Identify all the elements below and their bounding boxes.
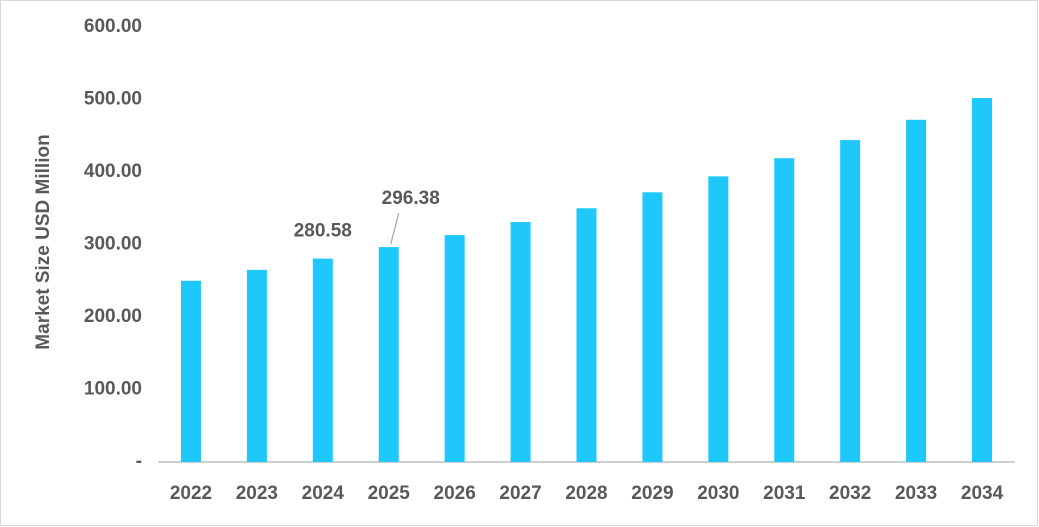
bar — [774, 158, 795, 462]
leader-line — [390, 212, 400, 245]
bar — [576, 208, 597, 462]
x-tick-label: 2034 — [961, 483, 1004, 504]
bar — [246, 269, 267, 462]
bar — [180, 280, 201, 462]
x-tick-label: 2032 — [829, 483, 871, 504]
bar — [444, 235, 465, 462]
y-tick-label: 400.00 — [84, 161, 142, 182]
x-tick-label: 2031 — [763, 483, 806, 504]
data-label: 296.38 — [382, 188, 440, 209]
x-tick-label: 2030 — [697, 483, 739, 504]
y-tick-label: 300.00 — [84, 234, 142, 255]
x-tick-label: 2022 — [170, 483, 212, 504]
y-tick-label: 600.00 — [84, 16, 142, 37]
bar — [906, 119, 927, 463]
bar — [708, 176, 729, 462]
y-tick-label: 500.00 — [84, 89, 142, 110]
data-label: 280.58 — [294, 221, 352, 242]
x-tick-label: 2023 — [236, 483, 278, 504]
bar — [840, 140, 861, 462]
bar — [312, 258, 333, 462]
x-tick-label: 2033 — [895, 483, 937, 504]
x-tick-label: 2027 — [499, 483, 541, 504]
x-tick-label: 2026 — [434, 483, 476, 504]
x-tick-label: 2024 — [302, 483, 345, 504]
bar — [378, 247, 399, 462]
y-tick-label: 200.00 — [84, 306, 142, 327]
y-axis-title: Market Size USD Million — [33, 134, 54, 349]
x-tick-label: 2025 — [368, 483, 411, 504]
x-tick-label: 2029 — [631, 483, 673, 504]
bar — [642, 192, 663, 463]
x-tick-label: 2028 — [565, 483, 607, 504]
y-tick-label: 100.00 — [84, 379, 142, 400]
y-tick-label: - — [136, 451, 142, 472]
bar — [510, 222, 531, 462]
bar — [972, 98, 993, 463]
